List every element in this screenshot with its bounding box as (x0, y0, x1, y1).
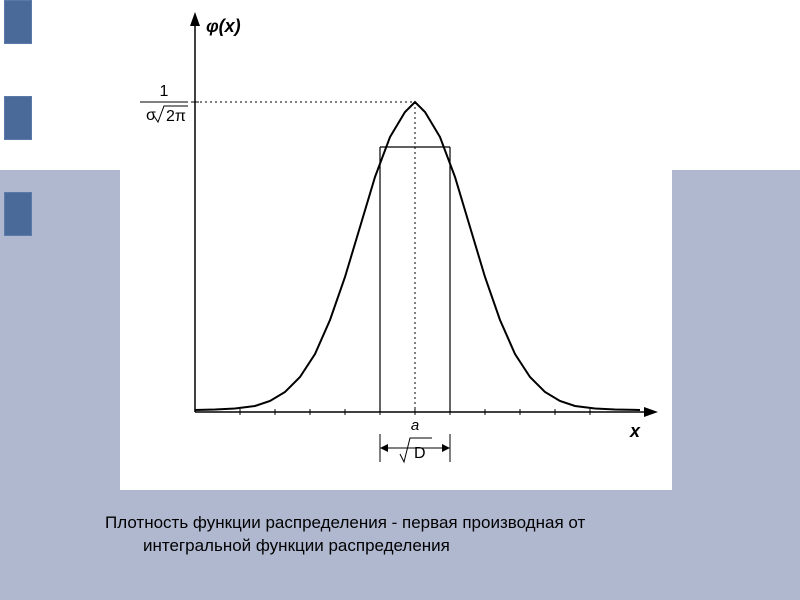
sidebar-button-1[interactable] (4, 0, 32, 44)
peak-fraction-label: 1 σ 2π (140, 83, 188, 125)
x-axis-arrow (644, 407, 658, 417)
sd-arrow: D (380, 434, 450, 462)
caption-line1: Плотность функции распределения - первая… (105, 512, 685, 535)
y-axis-label: φ(x) (206, 16, 241, 36)
svg-text:2π: 2π (166, 108, 186, 125)
density-curve (195, 102, 640, 410)
svg-text:1: 1 (160, 83, 169, 100)
sidebar-button-3[interactable] (4, 192, 32, 236)
svg-text:σ: σ (146, 107, 156, 124)
caption-line2: интегральной функции распределения (105, 535, 685, 558)
y-axis-arrow (190, 12, 200, 26)
density-chart: φ(x) x 1 σ 2π a D (120, 2, 672, 490)
svg-text:D: D (414, 445, 426, 462)
chart-container: φ(x) x 1 σ 2π a D (120, 2, 672, 490)
x-axis-label: x (629, 421, 641, 441)
sidebar-button-2[interactable] (4, 96, 32, 140)
center-tick-label: a (411, 417, 419, 434)
caption: Плотность функции распределения - первая… (105, 512, 685, 558)
